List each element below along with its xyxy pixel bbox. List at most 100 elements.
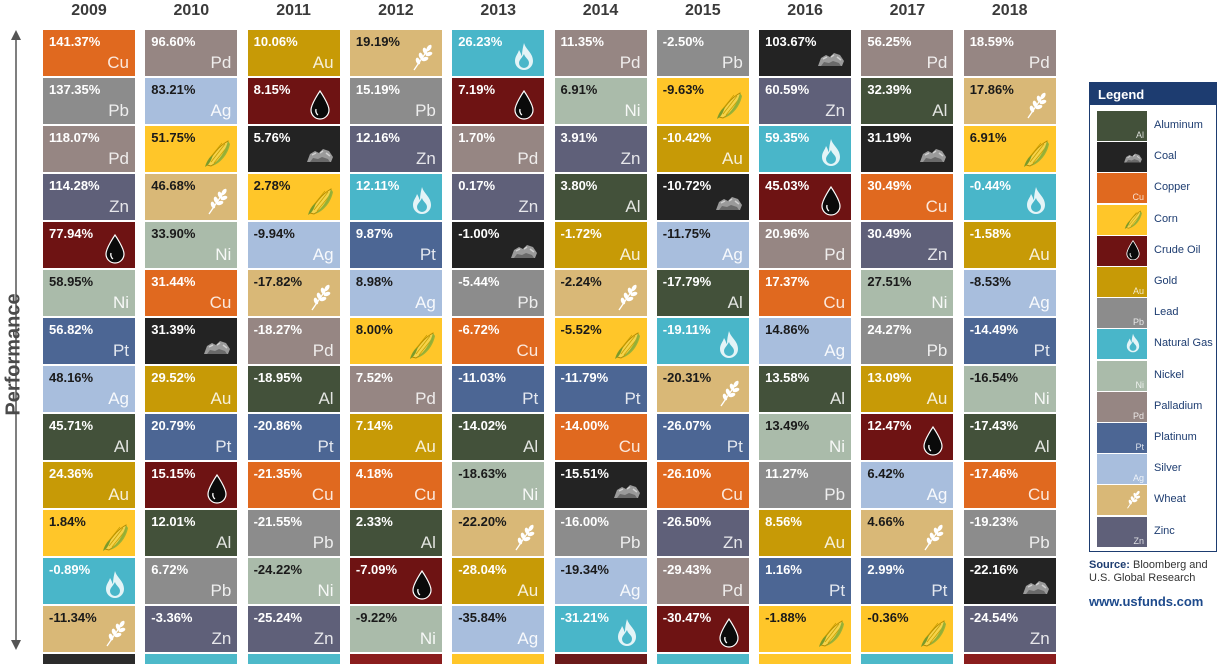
cell-value: -11.34% [49,610,97,625]
table-cell: 8.15% [247,78,340,124]
wheat-icon [508,522,540,552]
flame-icon [611,618,643,648]
cell-value: -0.36% [867,610,909,625]
table-cell: 114.28% Zn [43,174,135,220]
year-header: 2017 [889,2,926,19]
cell-symbol: Zn [109,197,129,216]
table-cell: 32.39% Al [861,78,954,124]
cell-value: -29.43% [662,562,712,577]
cell-symbol: Pd [415,389,436,408]
source-text: Bloomberg and U.S. Global Research [1089,559,1208,584]
year-header: 2016 [787,2,823,19]
table-cell: 118.07% Pd [43,126,135,172]
cell-value: -19.11% [662,322,711,337]
legend-label: Palladium [1154,399,1203,412]
cell-value: -8.53% [969,274,1011,289]
cell-symbol: Pd [210,53,232,72]
cell-value: 10.06% [253,34,298,49]
cell-value: -9.22% [355,610,398,625]
cell-value: 96.60% [151,34,196,49]
cell-symbol: Pt [419,245,436,264]
wheat-icon [611,282,643,312]
table-cell: 83.21% Ag [145,78,238,124]
cell-value: 6.91% [560,82,598,97]
cell-value: 11.27% [765,466,809,481]
table-cell: 12.16% Zn [349,126,442,172]
table-cell: -15.51% [554,462,647,508]
cell-symbol: Pb [722,53,743,72]
cell-value: 30.49% [867,178,912,193]
table-cell: 48.16% Ag [43,366,135,412]
table-cell: 24.36% Au [43,462,135,508]
cell-value: 2.78% [253,178,291,193]
cell-value: 24.36% [49,466,94,481]
table-cell: -17.46% Cu [963,462,1056,508]
cell-symbol: Cu [823,293,846,312]
table-cell: 45.71% Al [43,414,135,460]
table-cell: -16.00% Pb [554,510,647,556]
table-cell: 46.68% [145,174,238,220]
legend-item: Natural Gas [1097,329,1217,360]
table-cell: -10.72% [656,174,749,220]
legend-label: Coal [1154,150,1177,163]
table-cell: 20.96% Pd [759,222,852,268]
legend-item: Pt Platinum [1097,423,1217,453]
cell-symbol: Cu [618,437,641,456]
table-cell: -18.27% Pd [247,318,340,364]
table-cell: -20.86% Pt [247,414,340,460]
cell-symbol: Pt [1033,341,1050,360]
coal-icon [713,186,745,216]
flame-icon [1122,333,1144,355]
cell-symbol: Pd [108,149,129,168]
cell-value: 15.15% [151,466,196,481]
table-cell: 51.75% [145,126,238,172]
oil-drop-icon [99,233,131,264]
cell-value: -24.54% [969,610,1019,625]
table-cell: 30.49% Zn [861,222,954,268]
corn-icon [1122,209,1144,231]
table-cell: -2.24% [554,270,647,316]
table-cell: 30.49% Cu [861,174,954,220]
cell-value: -22.16% [969,562,1019,577]
cell-value: 12.16% [355,130,400,145]
cell-symbol: Au [824,533,846,552]
legend-label: Nickel [1154,368,1184,381]
cell-value: 13.09% [867,370,912,385]
table-cell-partial [759,654,852,664]
table-cell: -26.07% Pt [656,414,749,460]
cell-value: -10.42% [662,130,712,145]
cell-value: -1.58% [969,226,1011,241]
cell-value: -26.10% [662,466,712,481]
cell-value: -31.21% [560,610,609,625]
table-cell: 31.39% [145,318,238,364]
table-cell: 4.18% Cu [349,462,442,508]
table-cell: -14.49% Pt [963,318,1056,364]
wheat-icon [406,42,438,72]
cell-value: -17.79% [662,274,712,289]
flame-icon [1020,186,1052,216]
table-cell-partial [554,654,647,664]
cell-value: -17.82% [253,274,303,289]
cell-value: -22.20% [458,514,507,529]
table-cell: 11.35% Pd [554,30,647,76]
cell-symbol: Al [727,293,743,312]
corn-icon [917,618,949,648]
cell-value: 19.19% [355,34,400,49]
table-cell: -30.47% [656,606,749,652]
flame-icon [713,330,745,360]
table-cell: 0.17% Zn [452,174,545,220]
table-cell: 9.87% Pt [349,222,442,268]
website-link[interactable]: www.usfunds.com [1089,594,1204,609]
cell-symbol: Cu [414,485,436,504]
cell-value: 9.87% [355,226,393,241]
coal-icon [304,138,336,168]
legend-symbol: Cu [1132,192,1144,203]
cell-symbol: Al [1034,437,1050,456]
cell-value: 141.37% [49,34,101,49]
table-cell: -2.50% Pb [656,30,749,76]
cell-value: 29.52% [151,370,196,385]
legend: Legend Al Aluminum Coal Cu Copper Corn Crude O… [1089,82,1217,552]
cell-value: -1.72% [560,226,602,241]
cell-value: 7.14% [355,418,393,433]
